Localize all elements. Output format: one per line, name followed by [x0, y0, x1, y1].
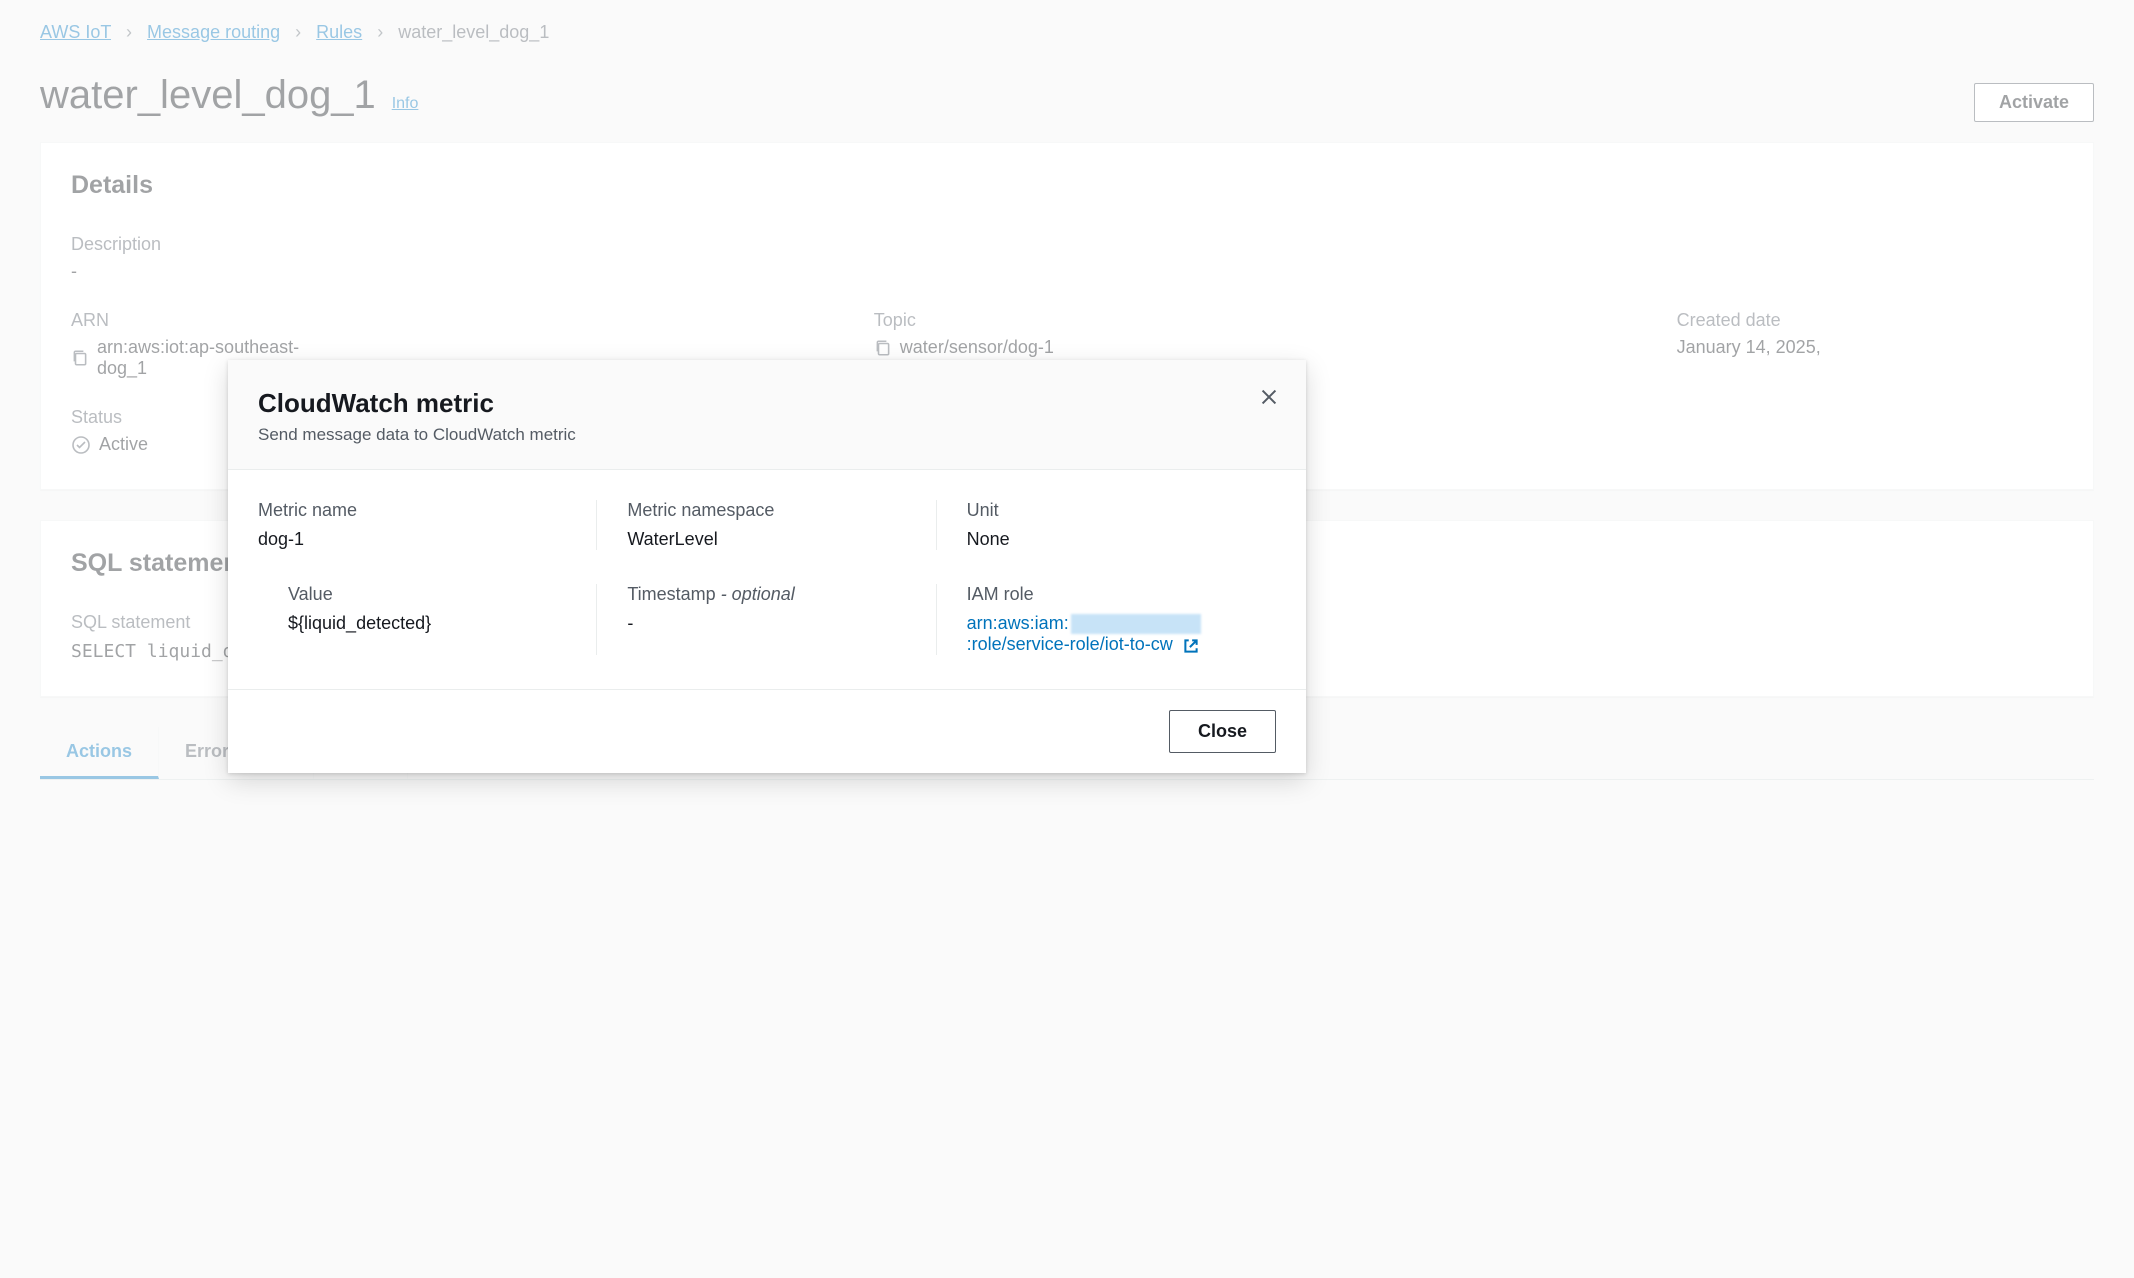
iam-role-label: IAM role	[967, 584, 1276, 605]
iam-role-value: arn:aws:iam::role/service-role/iot-to-cw	[967, 613, 1276, 655]
external-link-icon	[1178, 634, 1200, 654]
iam-redacted	[1071, 614, 1201, 634]
unit-label: Unit	[967, 500, 1246, 521]
close-icon[interactable]	[1254, 382, 1284, 412]
metric-name-label: Metric name	[258, 500, 566, 521]
modal-header: CloudWatch metric Send message data to C…	[228, 360, 1306, 470]
metric-namespace-value: WaterLevel	[627, 529, 905, 550]
modal-body: Metric name dog-1 Metric namespace Water…	[228, 470, 1306, 689]
modal-footer: Close	[228, 689, 1306, 773]
value-value: ${liquid_detected}	[288, 613, 566, 634]
iam-role-link[interactable]: arn:aws:iam::role/service-role/iot-to-cw	[967, 613, 1203, 654]
metric-namespace-label: Metric namespace	[627, 500, 905, 521]
close-button[interactable]: Close	[1169, 710, 1276, 753]
value-label: Value	[288, 584, 566, 605]
modal-title: CloudWatch metric	[258, 388, 1276, 419]
modal-subtitle: Send message data to CloudWatch metric	[258, 425, 1276, 445]
timestamp-label: Timestamp - optional	[627, 584, 905, 605]
timestamp-value: -	[627, 613, 905, 634]
unit-value: None	[967, 529, 1246, 550]
cloudwatch-metric-modal: CloudWatch metric Send message data to C…	[228, 360, 1306, 773]
metric-name-value: dog-1	[258, 529, 566, 550]
